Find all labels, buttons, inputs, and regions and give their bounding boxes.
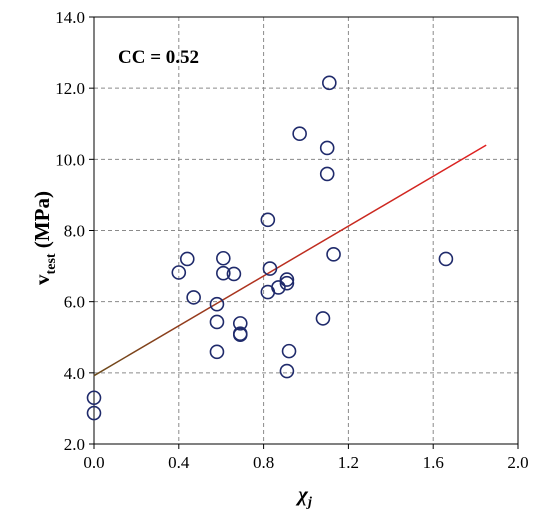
y-axis-label-main: v — [30, 274, 54, 285]
y-tick-label: 8.0 — [64, 222, 85, 241]
x-axis-label: χj — [295, 482, 312, 509]
y-tick-label: 2.0 — [64, 435, 85, 454]
data-point — [281, 343, 297, 359]
data-point — [209, 344, 225, 360]
axis-ticks: 0.0 0.4 0.8 1.2 1.6 2.0 2.0 4.0 6.0 8.0 10.0 12.0 14… — [55, 8, 528, 472]
data-point — [279, 275, 295, 291]
x-tick-label: 2.0 — [507, 453, 528, 472]
data-point — [315, 311, 331, 326]
data-point — [319, 166, 335, 182]
data-point — [209, 296, 225, 312]
data-point — [86, 390, 102, 406]
y-axis-label-sub: test — [44, 253, 59, 274]
x-axis-label-main: χ — [295, 482, 309, 506]
y-tick-label: 4.0 — [64, 364, 85, 383]
data-points — [86, 75, 454, 421]
x-tick-label: 0.8 — [253, 453, 274, 472]
trendline — [93, 144, 487, 377]
data-point — [326, 247, 341, 262]
y-tick-label: 14.0 — [55, 8, 85, 27]
data-point — [260, 212, 276, 228]
data-point — [209, 314, 225, 330]
x-tick-label: 0.4 — [168, 453, 190, 472]
data-point — [322, 75, 337, 91]
data-point — [232, 316, 248, 331]
data-point — [292, 126, 307, 142]
y-tick-label: 12.0 — [55, 79, 85, 98]
data-point — [186, 290, 201, 305]
data-point — [319, 140, 335, 156]
y-tick-label: 6.0 — [64, 293, 85, 312]
data-point — [171, 265, 187, 280]
trendline-group — [93, 144, 487, 377]
data-point — [86, 405, 102, 421]
x-tick-label: 0.0 — [83, 453, 104, 472]
data-point — [279, 272, 295, 287]
data-point — [226, 266, 242, 282]
data-point — [438, 251, 454, 267]
data-point — [179, 251, 195, 267]
x-tick-label: 1.2 — [338, 453, 359, 472]
data-point — [216, 265, 231, 281]
data-point — [271, 280, 286, 295]
y-axis-label-unit: (MPa) — [30, 191, 54, 253]
data-point — [216, 250, 231, 266]
x-tick-label: 1.6 — [423, 453, 444, 472]
grid-lines — [94, 17, 518, 444]
data-point — [232, 327, 248, 343]
data-point — [262, 261, 278, 276]
data-point — [279, 363, 295, 379]
x-axis-label-sub: j — [306, 495, 312, 509]
y-tick-label: 10.0 — [55, 150, 85, 169]
cc-annotation: CC = 0.52 — [118, 47, 199, 68]
y-axis-label: vtest (MPa) — [30, 191, 59, 285]
